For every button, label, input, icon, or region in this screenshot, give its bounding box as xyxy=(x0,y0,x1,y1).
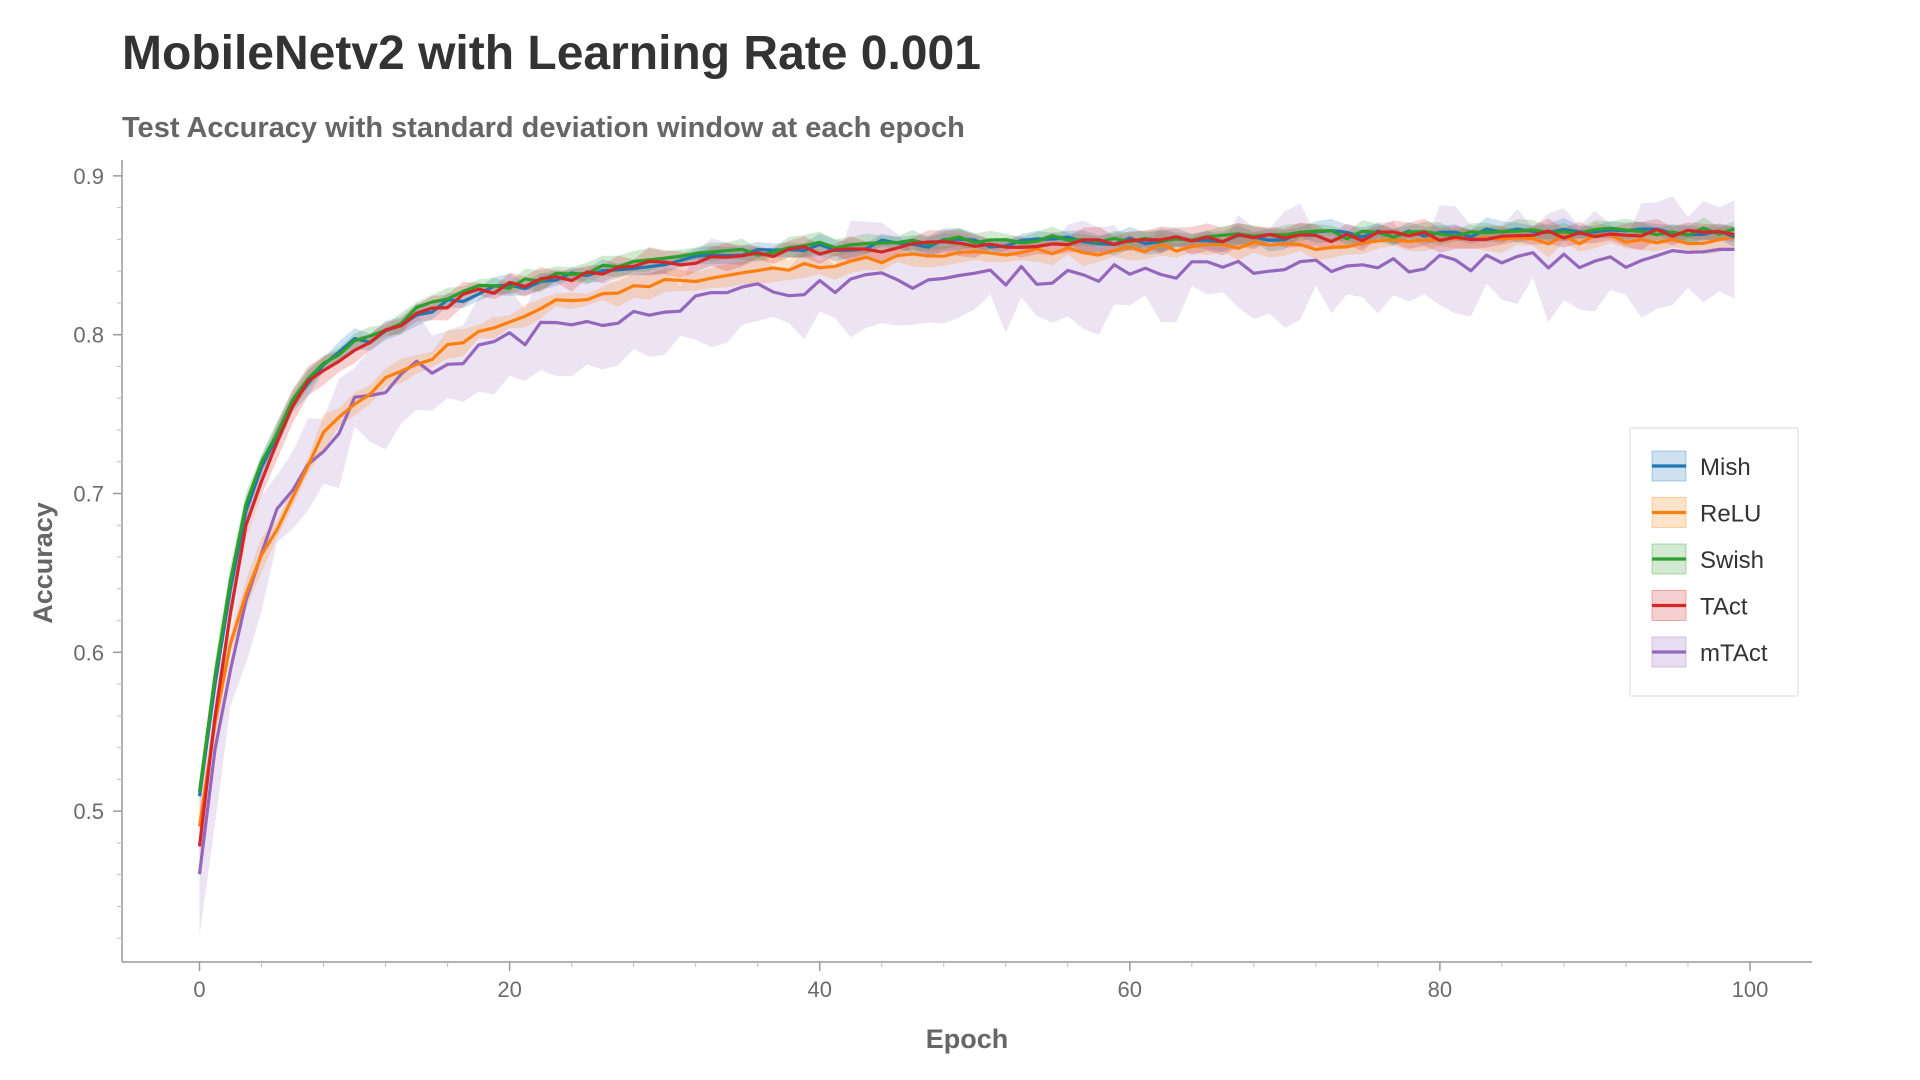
x-tick-label: 40 xyxy=(807,977,831,1002)
x-tick-label: 0 xyxy=(193,977,205,1002)
legend-label-mtact: mTAct xyxy=(1700,640,1768,667)
x-tick-label: 100 xyxy=(1732,977,1769,1002)
x-axis-title: Epoch xyxy=(926,1024,1009,1054)
std-band-mtact xyxy=(199,196,1735,936)
x-tick-label: 20 xyxy=(497,977,521,1002)
chart-title: MobileNetv2 with Learning Rate 0.001 xyxy=(122,27,981,80)
series-lines xyxy=(197,226,1736,875)
axes xyxy=(121,160,1812,963)
legend-box xyxy=(1629,427,1799,697)
x-ticks: 0 20 40 60 80 100 xyxy=(193,962,1768,1002)
y-tick-label: 0.8 xyxy=(73,323,104,348)
y-axis-title: Accuracy xyxy=(28,502,58,624)
y-tick-label: 0.6 xyxy=(73,640,104,665)
x-tick-label: 60 xyxy=(1118,977,1142,1002)
legend-label-swish: Swish xyxy=(1700,547,1764,574)
legend-label-mish: Mish xyxy=(1700,454,1751,481)
y-tick-label: 0.7 xyxy=(73,482,104,507)
series-line-mtact xyxy=(197,247,1735,875)
y-tick-label: 0.9 xyxy=(73,164,104,189)
series-line-relu xyxy=(197,233,1735,827)
std-band-tact xyxy=(199,218,1735,858)
std-bands xyxy=(199,196,1735,936)
legend: Mish ReLU Swish TAct mTAct xyxy=(1629,427,1799,697)
series-line-swish xyxy=(197,226,1736,792)
series-line-mish xyxy=(197,227,1736,797)
y-tick-label: 0.5 xyxy=(73,799,104,824)
legend-label-relu: ReLU xyxy=(1700,501,1761,528)
y-ticks: 0.5 0.6 0.7 0.8 0.9 xyxy=(73,164,122,939)
x-tick-label: 80 xyxy=(1428,977,1452,1002)
chart-subtitle: Test Accuracy with standard deviation wi… xyxy=(122,112,965,144)
legend-label-tact: TAct xyxy=(1700,594,1748,621)
series-line-tact xyxy=(197,227,1735,847)
